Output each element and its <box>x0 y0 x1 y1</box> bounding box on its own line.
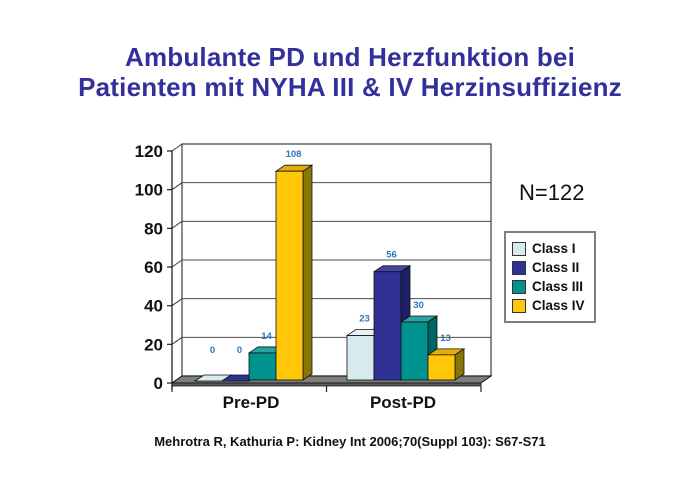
bar-side-class-iv-post-pd <box>454 348 465 381</box>
value-label-class-iii-post-pd: 30 <box>413 300 424 311</box>
tick-connector-40 <box>171 298 183 307</box>
legend-swatch-class-iii <box>512 279 526 294</box>
chart-floor-edge <box>171 382 482 387</box>
slide-title-line1: Ambulante PD und Herzfunktion bei <box>124 42 576 72</box>
sample-size-label: N=122 <box>519 180 585 205</box>
tick-connector-80 <box>171 220 183 229</box>
legend-swatch-class-iv <box>512 298 526 313</box>
category-label-pre-pd: Pre-PD <box>223 393 280 412</box>
legend-item-class-i: Class I <box>512 239 585 258</box>
value-label-class-iv-post-pd: 13 <box>440 333 451 344</box>
legend-label-class-iv: Class IV <box>532 298 585 313</box>
y-tick-label-40: 40 <box>144 297 163 316</box>
bar-class-iv-post-pd <box>427 354 456 381</box>
y-tick-label-80: 80 <box>144 219 163 238</box>
value-label-class-i-post-pd: 23 <box>359 314 370 325</box>
tick-connector-120 <box>171 143 183 152</box>
legend-label-class-iii: Class III <box>532 279 584 294</box>
slide-title-line2: Patienten mit NYHA III & IV Herzinsuffiz… <box>78 72 622 102</box>
bar-class-ii-post-pd <box>373 271 402 381</box>
legend-label-class-ii: Class II <box>532 260 580 275</box>
bar-side-class-iv-pre-pd <box>302 164 313 381</box>
bar-class-iii-post-pd <box>400 321 429 381</box>
tick-connector-100 <box>171 182 183 191</box>
bar-class-iv-pre-pd <box>275 170 304 381</box>
value-label-class-iv-pre-pd: 108 <box>286 149 302 160</box>
y-tick-label-20: 20 <box>144 335 163 354</box>
chart-legend: Class I Class II Class III Class IV <box>504 231 596 323</box>
y-tick-label-0: 0 <box>154 374 163 393</box>
bar-chart-3d: 0 20 40 60 80 100 120 0 0 14 108 Pre-PD 23 56 30 13 Post… <box>135 142 493 412</box>
legend-item-class-iii: Class III <box>512 277 585 296</box>
tick-connector-20 <box>171 336 183 345</box>
bar-class-i-post-pd <box>346 335 375 381</box>
citation: Mehrotra R, Kathuria P: Kidney Int 2006;… <box>154 434 546 449</box>
value-label-class-iii-pre-pd: 14 <box>261 331 272 342</box>
legend-swatch-class-ii <box>512 260 526 275</box>
legend-label-class-i: Class I <box>532 241 576 256</box>
bar-class-iii-pre-pd <box>248 352 277 381</box>
value-label-class-ii-post-pd: 56 <box>386 250 397 261</box>
legend-swatch-class-i <box>512 241 526 256</box>
value-label-class-i-pre-pd: 0 <box>210 345 215 356</box>
legend-item-class-ii: Class II <box>512 258 585 277</box>
legend-item-class-iv: Class IV <box>512 296 585 315</box>
category-label-post-pd: Post-PD <box>370 393 436 412</box>
y-tick-label-60: 60 <box>144 258 163 277</box>
value-label-class-ii-pre-pd: 0 <box>237 345 242 356</box>
slide-title: Ambulante PD und Herzfunktion bei Patien… <box>0 42 700 102</box>
y-tick-label-100: 100 <box>135 181 163 200</box>
y-tick-label-120: 120 <box>135 142 163 161</box>
tick-connector-60 <box>171 259 183 268</box>
